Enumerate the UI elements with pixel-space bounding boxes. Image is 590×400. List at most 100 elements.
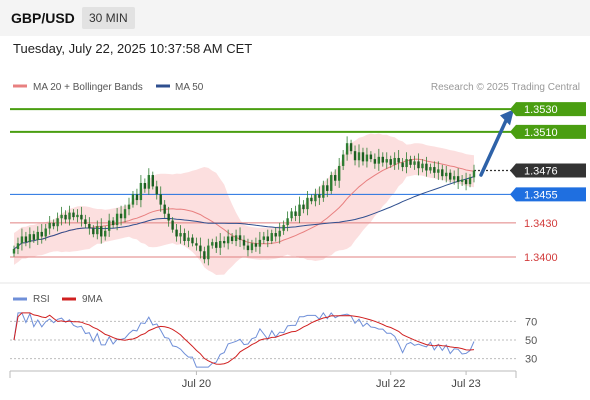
candle bbox=[151, 171, 154, 190]
candle bbox=[20, 228, 24, 251]
ma20-legend-label: MA 20 + Bollinger Bands bbox=[33, 82, 143, 93]
candle bbox=[413, 155, 416, 170]
candle bbox=[167, 206, 170, 227]
candle bbox=[72, 209, 75, 221]
candle bbox=[24, 231, 28, 247]
x-tick-label: Jul 23 bbox=[451, 378, 480, 390]
candle bbox=[353, 145, 357, 166]
level-lines bbox=[10, 108, 516, 258]
candle bbox=[318, 186, 321, 205]
candle bbox=[56, 212, 59, 232]
datetime-label: Tuesday, July 22, 2025 10:37:58 AM CET bbox=[13, 41, 253, 56]
rsi-tick-label: 50 bbox=[525, 335, 537, 347]
candle bbox=[401, 157, 404, 172]
symbol-title: GBP/USD bbox=[11, 10, 75, 26]
x-tick-label: Jul 22 bbox=[376, 378, 405, 390]
candle bbox=[306, 190, 309, 216]
candle bbox=[250, 239, 254, 254]
candle bbox=[433, 161, 436, 178]
candle bbox=[36, 226, 39, 245]
candle bbox=[330, 171, 333, 195]
candle bbox=[127, 197, 131, 216]
forecast-arrow-head bbox=[500, 109, 514, 126]
forecast-arrow bbox=[479, 109, 514, 177]
candle bbox=[294, 205, 297, 222]
level-label-text: 1.3400 bbox=[524, 252, 558, 264]
candle bbox=[421, 159, 424, 173]
resistance-label-1.3530: 1.3530 bbox=[510, 102, 586, 117]
candle bbox=[302, 200, 305, 214]
candle bbox=[341, 150, 345, 171]
rsi-line bbox=[13, 311, 475, 368]
candle bbox=[48, 215, 51, 235]
ma50-line bbox=[13, 176, 475, 250]
candle bbox=[159, 186, 162, 212]
candle bbox=[219, 233, 222, 256]
candle bbox=[179, 225, 182, 244]
candle bbox=[468, 173, 472, 188]
candle bbox=[44, 223, 47, 241]
candle bbox=[143, 178, 147, 193]
candle bbox=[270, 229, 273, 245]
candle bbox=[175, 223, 178, 242]
candle bbox=[310, 194, 313, 205]
x-tick-label: Jul 20 bbox=[182, 378, 211, 390]
level-label-text: 1.3530 bbox=[524, 104, 558, 116]
candle bbox=[199, 237, 202, 259]
candle bbox=[242, 235, 246, 250]
candle bbox=[183, 228, 186, 246]
candle bbox=[16, 237, 20, 255]
candle bbox=[282, 220, 285, 235]
candle bbox=[373, 153, 377, 169]
candle bbox=[409, 155, 412, 168]
rsi-ma-legend-label: 9MA bbox=[82, 294, 103, 305]
candle bbox=[357, 144, 361, 168]
candle bbox=[377, 148, 381, 171]
ma50-legend-label: MA 50 bbox=[175, 82, 204, 93]
candle bbox=[139, 175, 143, 208]
candle bbox=[274, 227, 277, 242]
candle bbox=[397, 150, 400, 170]
candle bbox=[40, 223, 43, 244]
candle bbox=[171, 217, 174, 233]
candle bbox=[298, 196, 301, 224]
pivot-label-1.3455: 1.3455 bbox=[510, 187, 586, 202]
top-bar: GBP/USD 30 MIN bbox=[0, 0, 590, 36]
candle bbox=[437, 161, 440, 180]
x-axis: Jul 20 Jul 22 Jul 23 bbox=[9, 370, 517, 390]
candle bbox=[452, 170, 456, 185]
candle bbox=[191, 234, 194, 247]
candle bbox=[230, 233, 234, 245]
candles bbox=[12, 136, 476, 266]
candle bbox=[334, 169, 337, 186]
candle bbox=[314, 188, 317, 207]
candle bbox=[365, 147, 369, 168]
candle bbox=[456, 168, 460, 190]
timeframe-button[interactable]: 30 MIN bbox=[82, 7, 135, 29]
support-label-1.3430: 1.3430 bbox=[524, 218, 558, 230]
current-label-1.3476: 1.3476 bbox=[510, 163, 586, 178]
candle bbox=[405, 152, 408, 174]
support-label-1.3400: 1.3400 bbox=[524, 252, 558, 264]
bollinger-band-area bbox=[14, 133, 474, 275]
candle bbox=[464, 172, 468, 191]
candle bbox=[12, 245, 16, 257]
candle bbox=[472, 164, 476, 183]
candle bbox=[68, 205, 71, 226]
candle bbox=[104, 226, 107, 241]
candle bbox=[369, 151, 373, 163]
resistance-label-1.3510: 1.3510 bbox=[510, 124, 586, 139]
candle bbox=[425, 156, 428, 177]
level-labels: 1.3530 1.3510 1.3476 1.3455 1.3430 1.3400 bbox=[510, 102, 586, 264]
candle bbox=[96, 220, 99, 240]
candle bbox=[322, 180, 325, 202]
level-label-text: 1.3455 bbox=[524, 189, 558, 201]
candle bbox=[278, 222, 281, 244]
candle bbox=[155, 180, 158, 200]
candle bbox=[131, 190, 135, 208]
candle bbox=[441, 164, 444, 181]
candle bbox=[215, 236, 218, 253]
candle bbox=[449, 169, 452, 183]
candle bbox=[222, 236, 226, 248]
